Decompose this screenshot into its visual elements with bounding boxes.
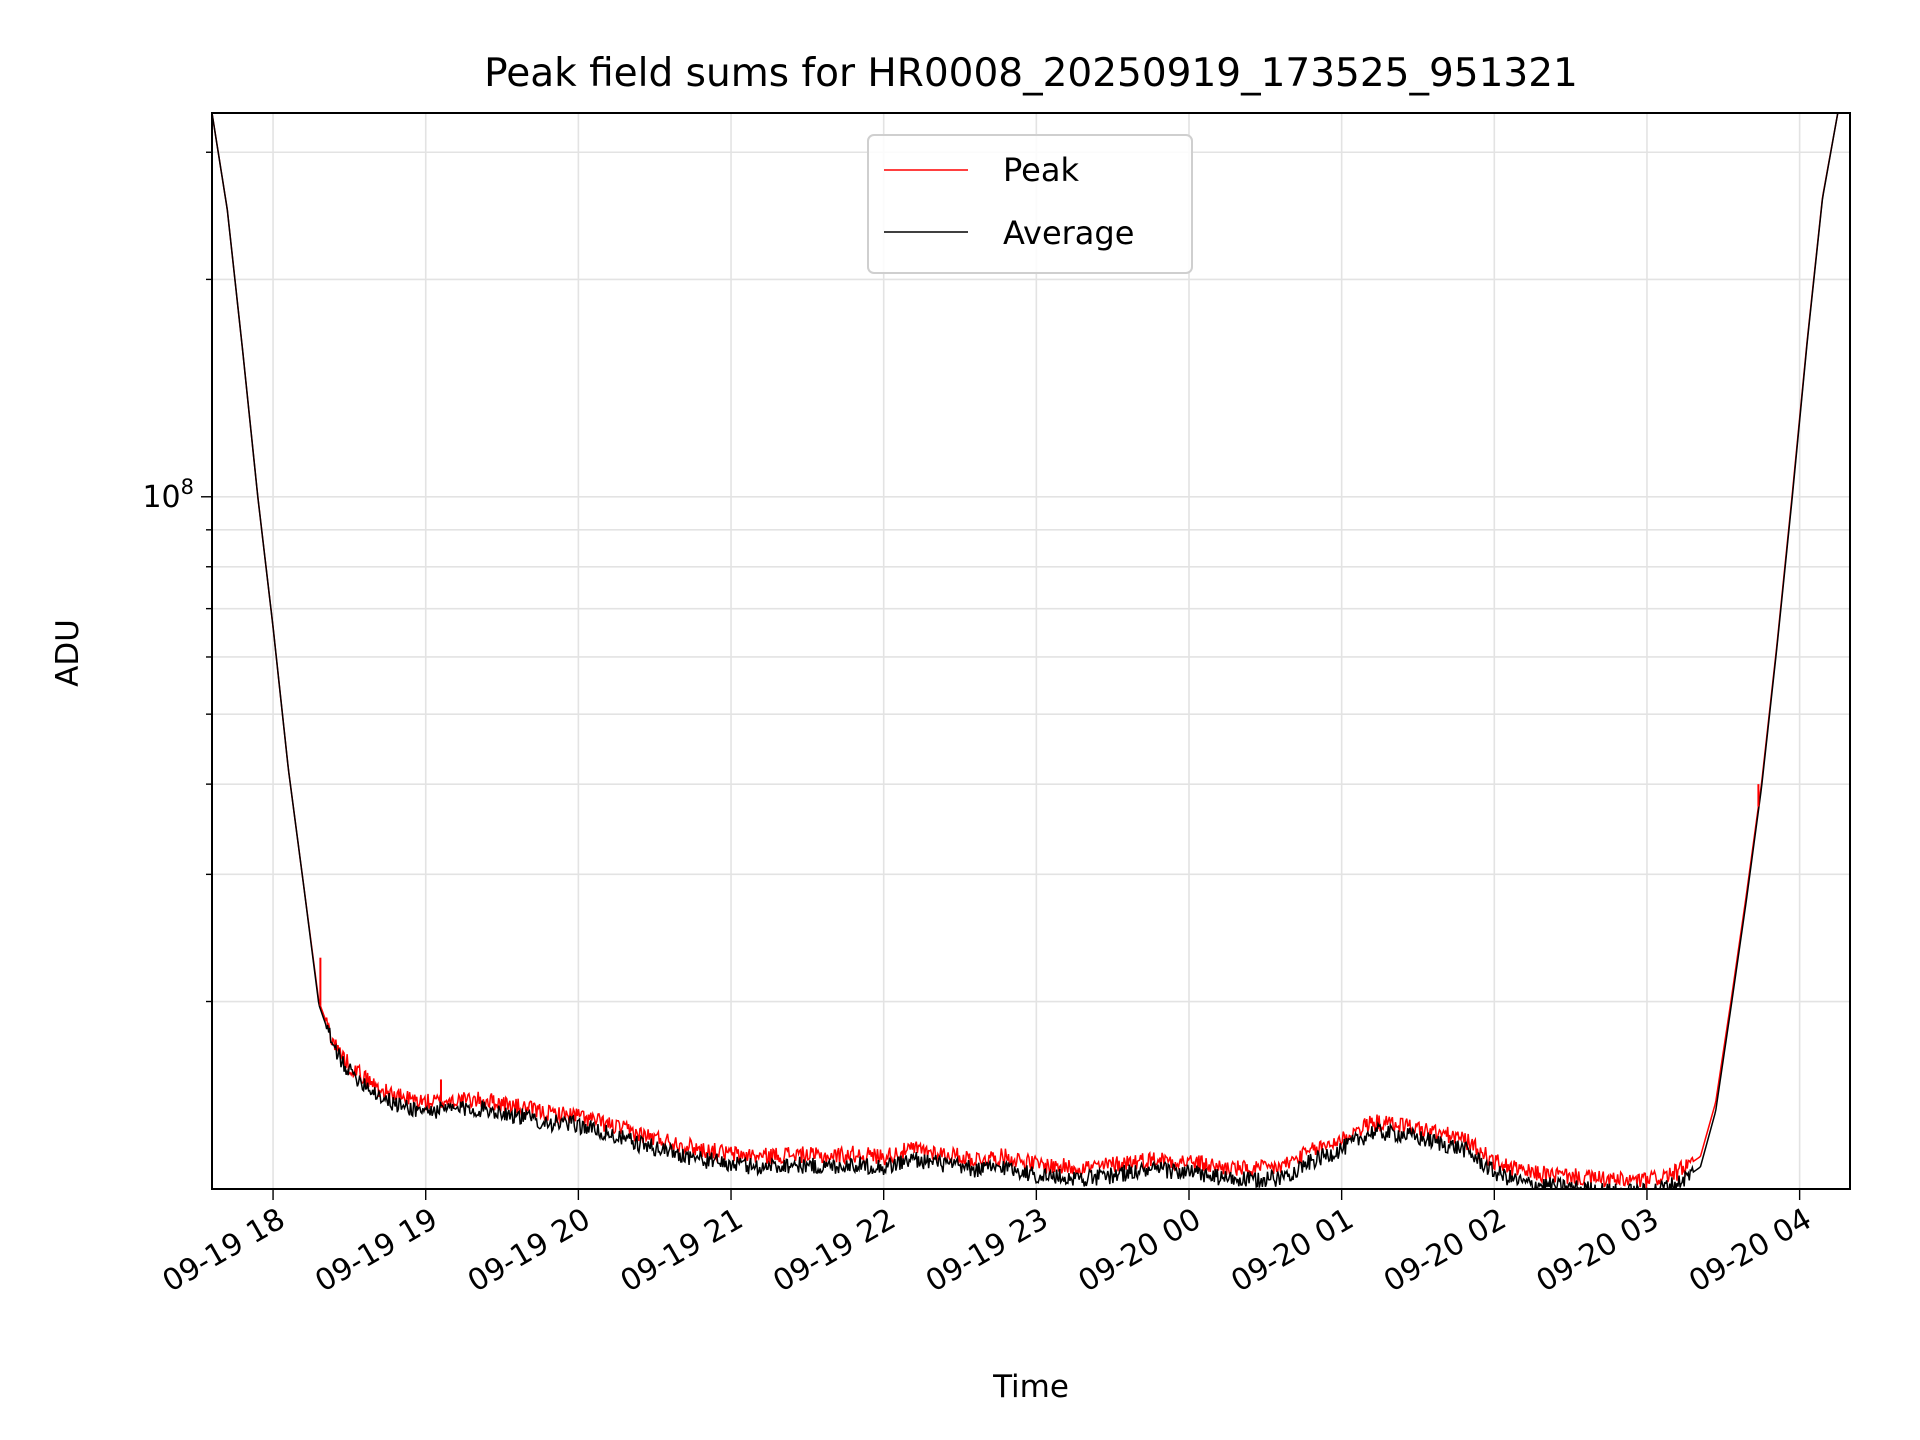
- x-tick: 09-19 20: [462, 1189, 596, 1299]
- legend-average-label: Average: [1003, 214, 1134, 252]
- y-major-tick: 108: [142, 475, 212, 515]
- x-tick-label: 09-20 01: [1225, 1202, 1359, 1300]
- x-tick-label: 09-20 00: [1073, 1202, 1207, 1300]
- x-tick-label: 09-19 23: [920, 1202, 1054, 1300]
- x-tick-label: 09-20 03: [1531, 1202, 1665, 1300]
- x-tick: 09-20 00: [1073, 1189, 1207, 1299]
- average-series-line: [212, 113, 1850, 1189]
- x-tick-label: 09-19 19: [309, 1202, 443, 1300]
- grid: [212, 113, 1850, 1189]
- x-tick-label: 09-19 21: [615, 1202, 749, 1300]
- legend: Peak Average: [867, 134, 1193, 274]
- peak-series-line: [212, 113, 1850, 1189]
- x-tick-label: 09-19 18: [157, 1202, 291, 1300]
- x-tick: 09-20 02: [1378, 1189, 1512, 1299]
- x-tick: 09-20 03: [1531, 1189, 1665, 1299]
- x-tick: 09-19 21: [615, 1189, 749, 1299]
- y-axis: 108: [142, 151, 212, 1003]
- y-tick-label: 108: [142, 475, 194, 515]
- x-tick: 09-20 01: [1225, 1189, 1360, 1300]
- x-tick-label: 09-20 04: [1683, 1202, 1817, 1300]
- chart-title: Peak field sums for HR0008_20250919_1735…: [484, 51, 1578, 96]
- x-tick-label: 09-19 22: [767, 1202, 901, 1300]
- series-group: [212, 113, 1850, 1189]
- x-axis-title: Time: [992, 1369, 1069, 1405]
- x-axis: 09-19 18 09-19 19 09-19 20 09-19 21 09-19 22…: [157, 1189, 1818, 1299]
- x-tick: 09-19 22: [767, 1189, 902, 1300]
- y-axis-title: ADU: [50, 619, 86, 687]
- legend-peak-label: Peak: [1003, 151, 1079, 189]
- x-tick-label: 09-20 02: [1378, 1202, 1512, 1300]
- x-tick: 09-19 19: [309, 1189, 444, 1300]
- x-tick: 09-20 04: [1683, 1189, 1818, 1300]
- x-tick-label: 09-19 20: [462, 1202, 596, 1300]
- x-tick: 09-19 18: [157, 1189, 291, 1299]
- plot-frame: [211, 112, 1851, 1190]
- x-tick: 09-19 23: [920, 1189, 1054, 1299]
